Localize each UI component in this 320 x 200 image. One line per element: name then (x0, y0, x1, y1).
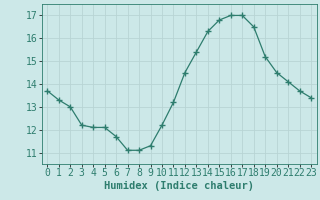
X-axis label: Humidex (Indice chaleur): Humidex (Indice chaleur) (104, 181, 254, 191)
